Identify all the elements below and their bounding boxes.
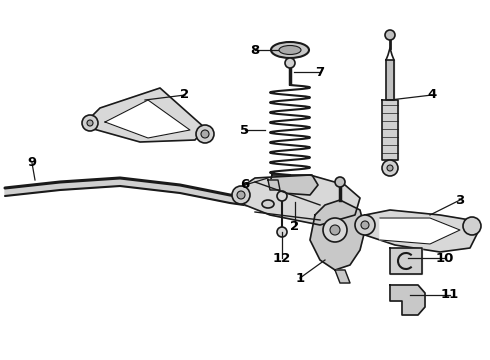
Circle shape	[335, 177, 345, 187]
Polygon shape	[270, 175, 318, 195]
Polygon shape	[105, 100, 190, 138]
Circle shape	[237, 191, 245, 199]
Polygon shape	[335, 270, 350, 283]
Circle shape	[285, 58, 295, 68]
Ellipse shape	[279, 45, 301, 54]
Text: 9: 9	[27, 157, 37, 170]
Text: 5: 5	[241, 123, 249, 136]
Text: 4: 4	[427, 89, 437, 102]
Circle shape	[196, 125, 214, 143]
Ellipse shape	[262, 200, 274, 208]
Text: 11: 11	[441, 288, 459, 302]
Text: 3: 3	[455, 194, 465, 207]
Ellipse shape	[271, 42, 309, 58]
Polygon shape	[5, 178, 265, 208]
Polygon shape	[390, 285, 425, 315]
Circle shape	[277, 227, 287, 237]
Circle shape	[232, 186, 250, 204]
Polygon shape	[268, 180, 280, 190]
Circle shape	[277, 191, 287, 201]
Circle shape	[87, 120, 93, 126]
Circle shape	[201, 130, 209, 138]
Circle shape	[323, 218, 347, 242]
Polygon shape	[382, 100, 398, 160]
Circle shape	[330, 225, 340, 235]
Text: 8: 8	[250, 44, 260, 57]
Polygon shape	[90, 88, 205, 142]
Polygon shape	[390, 248, 422, 274]
Text: 2: 2	[291, 220, 299, 233]
Circle shape	[361, 221, 369, 229]
Circle shape	[382, 160, 398, 176]
Text: 10: 10	[436, 252, 454, 265]
Circle shape	[82, 115, 98, 131]
Polygon shape	[235, 175, 360, 225]
Text: 2: 2	[180, 89, 190, 102]
Polygon shape	[386, 60, 394, 100]
Circle shape	[385, 30, 395, 40]
Polygon shape	[365, 210, 478, 252]
Text: 12: 12	[273, 252, 291, 265]
Text: 1: 1	[295, 271, 305, 284]
Polygon shape	[380, 218, 460, 244]
Polygon shape	[310, 200, 365, 270]
Circle shape	[463, 217, 481, 235]
Text: 6: 6	[241, 179, 249, 192]
Text: 7: 7	[316, 66, 324, 78]
Circle shape	[355, 215, 375, 235]
Circle shape	[387, 165, 393, 171]
